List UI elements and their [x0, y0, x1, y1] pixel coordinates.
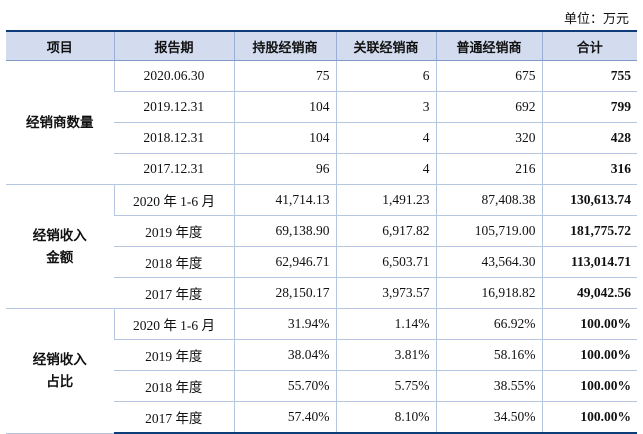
header-holding-distributor: 持股经销商: [233, 30, 336, 61]
table-row: 经销收入占比 2020 年 1-6 月 31.94% 1.14% 66.92% …: [6, 308, 637, 434]
holding-cell: 104: [233, 91, 336, 123]
ordinary-cell: 16,918.82: [435, 277, 542, 309]
table-row: 2018 年度 62,946.71 6,503.71 43,564.30 113…: [6, 246, 637, 278]
related-cell: 3.81%: [335, 339, 436, 371]
category-cell: 经销收入金额: [6, 184, 114, 309]
header-related-distributor: 关联经销商: [335, 30, 436, 61]
ordinary-cell: 320: [435, 122, 542, 154]
table-row: 2017.12.31 96 4 216 316: [6, 153, 637, 185]
total-cell: 130,613.74: [541, 184, 637, 216]
total-cell: 100.00%: [541, 308, 637, 340]
table-row: 2018.12.31 104 4 320 428: [6, 122, 637, 154]
period-cell: 2018 年度: [114, 246, 234, 278]
related-cell: 6,503.71: [335, 246, 436, 278]
total-cell: 316: [541, 153, 637, 185]
category-text: 经销收入占比: [32, 351, 87, 390]
related-cell: 3: [335, 91, 436, 123]
period-cell: 2017 年度: [114, 401, 234, 434]
total-cell: 100.00%: [541, 401, 637, 434]
category-cell: 经销商数量: [6, 60, 114, 185]
period-cell: 2020 年 1-6 月: [113, 184, 234, 216]
table-row: 2019 年度 69,138.90 6,917.82 105,719.00 18…: [6, 215, 637, 247]
total-cell: 100.00%: [541, 339, 637, 371]
category-cell: 经销收入占比: [6, 308, 114, 434]
related-cell: 4: [335, 153, 436, 185]
holding-cell: 38.04%: [233, 339, 336, 371]
period-cell: 2019.12.31: [114, 91, 234, 123]
period-cell: 2018 年度: [114, 370, 234, 402]
holding-cell: 41,714.13: [233, 184, 336, 216]
period-cell: 2018.12.31: [114, 122, 234, 154]
table-row: 经销收入金额 2020 年 1-6 月 41,714.13 1,491.23 8…: [6, 184, 637, 309]
ordinary-cell: 66.92%: [435, 308, 542, 340]
related-cell: 5.75%: [335, 370, 436, 402]
total-cell: 49,042.56: [541, 277, 637, 309]
header-item: 项目: [6, 30, 114, 61]
related-cell: 6,917.82: [335, 215, 436, 247]
category-text: 经销收入金额: [32, 227, 87, 266]
related-cell: 8.10%: [335, 401, 436, 434]
period-cell: 2019 年度: [114, 339, 234, 371]
header-row: 项目 报告期 持股经销商 关联经销商 普通经销商 合计: [6, 30, 637, 61]
header-ordinary-distributor: 普通经销商: [435, 30, 542, 61]
related-cell: 1.14%: [335, 308, 436, 340]
holding-cell: 31.94%: [233, 308, 336, 340]
ordinary-cell: 105,719.00: [435, 215, 542, 247]
related-cell: 3,973.57: [335, 277, 436, 309]
total-cell: 100.00%: [541, 370, 637, 402]
ordinary-cell: 38.55%: [435, 370, 542, 402]
period-cell: 2017.12.31: [114, 153, 234, 185]
ordinary-cell: 43,564.30: [435, 246, 542, 278]
distributor-table: 项目 报告期 持股经销商 关联经销商 普通经销商 合计 经销商数量 2020.0…: [6, 30, 637, 434]
holding-cell: 28,150.17: [233, 277, 336, 309]
unit-label: 单位：万元: [563, 12, 629, 27]
related-cell: 4: [335, 122, 436, 154]
table-row: 2017 年度 57.40% 8.10% 34.50% 100.00%: [6, 401, 637, 434]
total-cell: 113,014.71: [541, 246, 637, 278]
table-row: 2019 年度 38.04% 3.81% 58.16% 100.00%: [6, 339, 637, 371]
holding-cell: 75: [233, 60, 336, 92]
related-cell: 1,491.23: [335, 184, 436, 216]
period-cell: 2020 年 1-6 月: [113, 308, 234, 340]
holding-cell: 57.40%: [233, 401, 336, 434]
related-cell: 6: [335, 60, 436, 92]
ordinary-cell: 87,408.38: [435, 184, 542, 216]
header-total: 合计: [541, 30, 637, 61]
table-row: 2018 年度 55.70% 5.75% 38.55% 100.00%: [6, 370, 637, 402]
total-cell: 181,775.72: [541, 215, 637, 247]
ordinary-cell: 692: [435, 91, 542, 123]
ordinary-cell: 34.50%: [435, 401, 542, 434]
ordinary-cell: 216: [435, 153, 542, 185]
holding-cell: 62,946.71: [233, 246, 336, 278]
total-cell: 799: [541, 91, 637, 123]
period-cell: 2017 年度: [114, 277, 234, 309]
distributor-table-container: 项目 报告期 持股经销商 关联经销商 普通经销商 合计 经销商数量 2020.0…: [6, 30, 637, 434]
total-cell: 755: [541, 60, 637, 92]
holding-cell: 69,138.90: [233, 215, 336, 247]
table-row: 2019.12.31 104 3 692 799: [6, 91, 637, 123]
period-cell: 2019 年度: [114, 215, 234, 247]
header-period: 报告期: [113, 30, 234, 61]
holding-cell: 96: [233, 153, 336, 185]
table-row: 经销商数量 2020.06.30 75 6 675 755: [6, 60, 637, 185]
holding-cell: 104: [233, 122, 336, 154]
ordinary-cell: 675: [435, 60, 542, 92]
total-cell: 428: [541, 122, 637, 154]
table-row: 2017 年度 28,150.17 3,973.57 16,918.82 49,…: [6, 277, 637, 309]
holding-cell: 55.70%: [233, 370, 336, 402]
period-cell: 2020.06.30: [113, 60, 234, 92]
ordinary-cell: 58.16%: [435, 339, 542, 371]
